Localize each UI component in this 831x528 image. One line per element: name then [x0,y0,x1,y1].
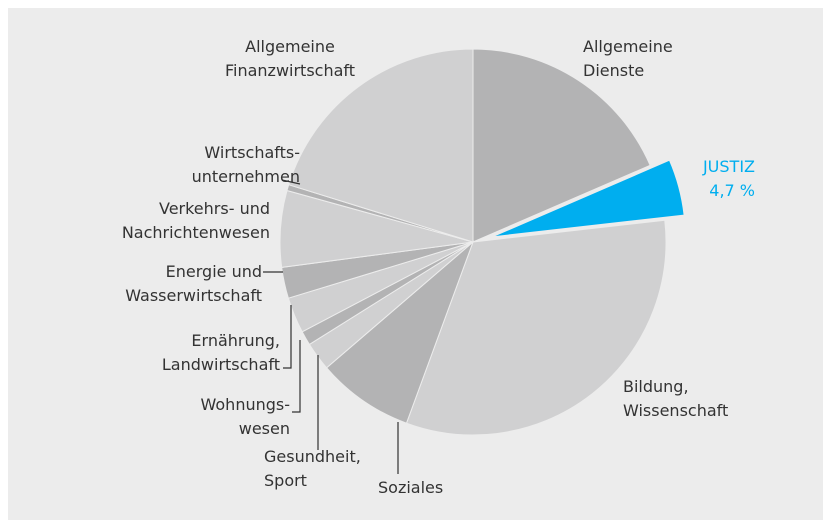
slice-label: Wohnungs- [201,395,291,414]
slice-label: Sport [264,471,307,490]
pie-slice [325,240,475,424]
slice-label: Verkehrs- und [159,199,270,218]
pie-slice [405,219,667,436]
pie-slice [288,48,474,243]
slice-label: Gesundheit, [264,447,361,466]
slice-label: Wasserwirtschaft [125,286,262,305]
slice-label: JUSTIZ [702,157,755,176]
slice-label: Wissenschaft [623,401,728,420]
slice-label: Soziales [378,478,443,497]
value-label: 4,7 % [709,181,755,200]
slice-label: unternehmen [192,167,300,186]
slice-label: Nachrichtenwesen [122,223,270,242]
slice-label: Allgemeine [245,37,335,56]
leader-line [283,305,292,369]
pie-slice [472,48,651,243]
slice-label: Wirtschafts- [204,143,300,162]
slice-label: Allgemeine [583,37,673,56]
slice-label: Landwirtschaft [162,355,280,374]
slice-label: wesen [239,419,290,438]
slice-label: Ernährung, [191,331,280,350]
leader-line [292,340,301,413]
slice-label: Energie und [166,262,262,281]
pie-slice [492,159,685,238]
slice-label: Dienste [583,61,644,80]
leader-line [281,179,301,185]
slice-label: Bildung, [623,377,689,396]
slice-label: Finanzwirtschaft [225,61,355,80]
